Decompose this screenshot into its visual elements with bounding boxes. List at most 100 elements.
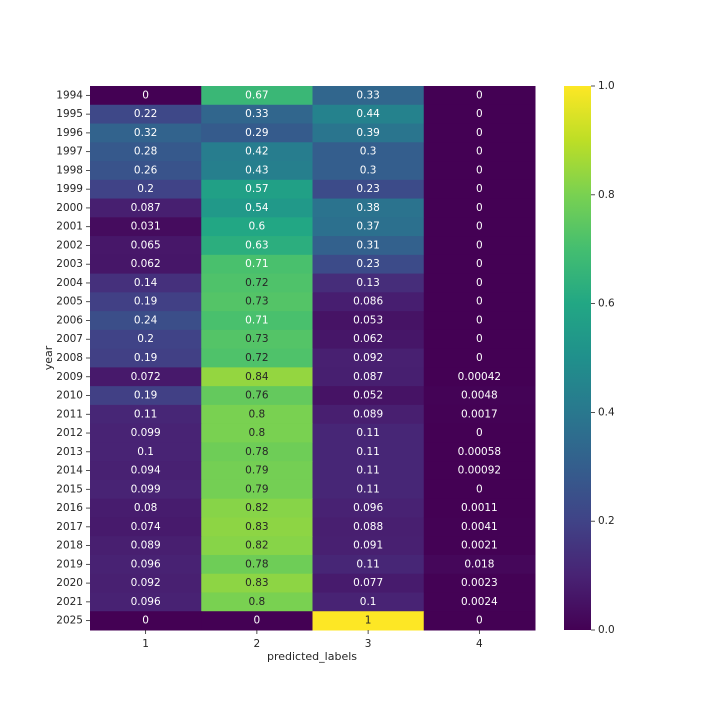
heatmap-cell-2018-3: [312, 536, 425, 556]
heatmap-cell-2003-2: [201, 254, 313, 275]
heatmap-cell-2019-2: [201, 554, 313, 575]
heatmap-cell-label: 0.24: [134, 314, 158, 326]
heatmap-cell-label: 0.23: [356, 258, 379, 270]
heatmap-cell-2006-4: [423, 311, 536, 331]
heatmap-cell-label: 0: [476, 239, 483, 251]
heatmap-cell-2020-4: [423, 573, 536, 593]
heatmap-cell-label: 0.54: [245, 202, 269, 214]
y-tick-label: 2001: [56, 221, 83, 233]
heatmap-cell-label: 0: [476, 352, 483, 364]
heatmap-cell-label: 0.13: [356, 277, 379, 289]
heatmap-cell-label: 0: [476, 314, 483, 326]
y-axis-label: year: [42, 345, 55, 370]
heatmap-cell-2000-3: [312, 198, 425, 218]
heatmap-cell-label: 0.00092: [458, 465, 501, 477]
heatmap-cell-2017-2: [201, 517, 313, 537]
y-tick-label: 2020: [56, 577, 83, 589]
heatmap-cell-2010-1: [90, 386, 202, 406]
heatmap-cell-label: 0.072: [131, 371, 161, 383]
heatmap-cell-label: 1: [365, 615, 372, 627]
y-tick-label: 1999: [56, 183, 83, 195]
heatmap-cell-2000-1: [90, 198, 202, 218]
heatmap-cell-2025-1: [90, 611, 202, 631]
y-tick-label: 2009: [56, 371, 83, 383]
heatmap-cell-label: 0.0017: [461, 408, 498, 420]
heatmap-cell-2003-3: [312, 254, 425, 275]
heatmap-cell-1996-1: [90, 123, 202, 143]
heatmap-cell-label: 0.018: [464, 558, 494, 570]
heatmap-cell-label: 0.79: [245, 465, 268, 477]
colorbar-tick-label: 0.2: [598, 515, 615, 527]
heatmap-cell-2016-3: [312, 498, 425, 518]
heatmap-cell-label: 0.096: [131, 558, 161, 570]
heatmap-cell-label: 0.053: [353, 314, 383, 326]
heatmap-cell-label: 0.6: [249, 221, 266, 233]
y-tick-label: 2018: [56, 540, 83, 552]
heatmap-cell-2004-1: [90, 273, 202, 293]
heatmap-cell-label: 0.84: [245, 371, 269, 383]
colorbar: 0.0 0.2 0.4 0.6 0.8 1.0: [564, 80, 615, 636]
heatmap-cell-2013-3: [312, 442, 425, 462]
heatmap-cell-label: 0.73: [245, 333, 268, 345]
y-tick-label: 2016: [56, 502, 83, 514]
heatmap-cell-label: 0.092: [131, 577, 161, 589]
heatmap-cell-label: 0.3: [360, 164, 377, 176]
heatmap-cell-label: 0: [476, 89, 483, 101]
heatmap-cell-2021-1: [90, 592, 202, 612]
heatmap-cell-label: 0.00042: [458, 371, 501, 383]
heatmap-cell-1994-1: [90, 86, 202, 106]
heatmap-cell-1994-3: [312, 86, 425, 106]
heatmap-cell-label: 0.57: [245, 183, 268, 195]
heatmap-cell-label: 0.074: [131, 521, 161, 533]
y-tick-label: 2007: [56, 333, 83, 345]
y-axis-ticks: 1994 1995 1996 1997 1998 1999 2000 2001 2002 2003…: [56, 89, 90, 627]
heatmap-cell-label: 0.72: [245, 277, 268, 289]
heatmap-cell-2010-3: [312, 386, 425, 406]
heatmap-cell-label: 0.2: [137, 183, 154, 195]
heatmap-cell-label: 0.78: [245, 446, 268, 458]
heatmap-cell-label: 0.19: [134, 390, 157, 402]
colorbar-ticks: 0.0 0.2 0.4 0.6 0.8 1.0: [591, 80, 615, 636]
heatmap-cell-2016-4: [423, 498, 536, 518]
heatmap-cell-2003-1: [90, 254, 202, 275]
heatmap-cell-label: 0: [476, 296, 483, 308]
heatmap-cell-label: 0.077: [353, 577, 383, 589]
heatmap-cell-label: 0.42: [245, 146, 268, 158]
heatmap-cell-2010-4: [423, 386, 536, 406]
heatmap-cell-2000-2: [201, 198, 313, 218]
heatmap-cell-2017-1: [90, 517, 202, 537]
heatmap-cell-1995-4: [423, 104, 536, 125]
heatmap-cell-2005-3: [312, 292, 425, 312]
heatmap-cell-label: 0.8: [249, 596, 266, 608]
heatmap-cell-label: 0: [476, 127, 483, 139]
y-tick-label: 2025: [56, 615, 83, 627]
heatmap-cell-label: 0.11: [134, 408, 157, 420]
heatmap-cell-label: 0: [142, 89, 149, 101]
heatmap-cell-2006-1: [90, 311, 202, 331]
y-tick-label: 2015: [56, 483, 83, 495]
heatmap-cell-2014-2: [201, 461, 313, 481]
colorbar-tick-label: 0.4: [598, 406, 615, 418]
heatmap-cell-label: 0.08: [134, 502, 157, 514]
colorbar-tick-label: 0.0: [598, 624, 615, 636]
heatmap-cell-2004-4: [423, 273, 536, 293]
colorbar-gradient: [564, 86, 591, 630]
colorbar-tick-label: 0.6: [598, 298, 615, 310]
heatmap-cell-2013-1: [90, 442, 202, 462]
x-tick-label: 3: [365, 638, 372, 650]
heatmap-cell-2014-3: [312, 461, 425, 481]
heatmap-cell-2002-4: [423, 236, 536, 256]
heatmap-cell-2001-4: [423, 217, 536, 237]
heatmap-cell-2007-4: [423, 329, 536, 350]
heatmap-cell-label: 0.031: [131, 221, 161, 233]
heatmap-cell-1999-2: [201, 179, 313, 200]
heatmap-cell-2009-2: [201, 367, 313, 387]
heatmap-cell-1997-4: [423, 142, 536, 162]
x-axis-label: predicted_labels: [267, 650, 357, 663]
y-tick-label: 2010: [56, 390, 83, 402]
heatmap-cell-2017-4: [423, 517, 536, 537]
y-tick-label: 2004: [56, 277, 83, 289]
heatmap-cell-label: 0.22: [134, 108, 157, 120]
heatmap-cell-label: 0.28: [134, 146, 157, 158]
